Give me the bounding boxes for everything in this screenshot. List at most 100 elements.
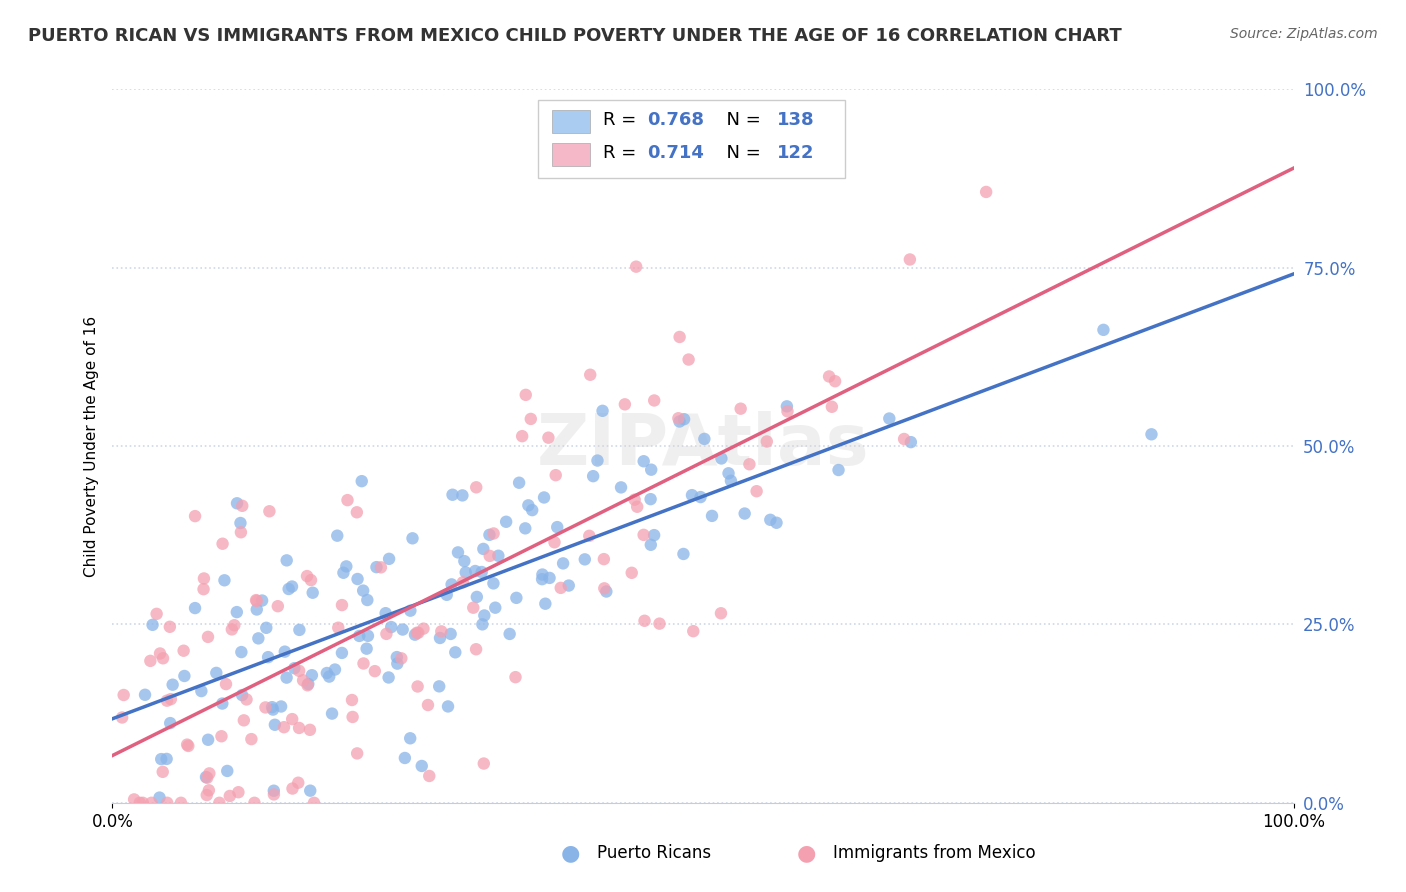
Puerto Ricans [318,670,340,684]
Immigrants from Mexico [648,616,671,631]
Immigrants from Mexico [299,573,322,587]
Puerto Ricans [283,661,305,675]
Puerto Ricans [276,671,298,685]
Immigrants from Mexico [295,569,318,583]
Puerto Ricans [335,559,357,574]
Immigrants from Mexico [328,621,350,635]
Puerto Ricans [246,602,269,616]
Immigrants from Mexico [208,796,231,810]
Puerto Ricans [323,663,346,677]
Puerto Ricans [380,620,402,634]
Puerto Ricans [356,641,378,656]
Immigrants from Mexico [145,607,167,621]
Puerto Ricans [558,578,581,592]
Immigrants from Mexico [364,664,387,678]
Puerto Ricans [332,566,354,580]
Immigrants from Mexico [633,614,655,628]
Immigrants from Mexico [231,499,253,513]
Immigrants from Mexico [193,582,215,597]
Immigrants from Mexico [710,607,733,621]
Puerto Ricans [710,451,733,466]
Immigrants from Mexico [465,642,488,657]
Immigrants from Mexico [215,677,238,691]
Puerto Ricans [681,488,703,502]
Immigrants from Mexico [235,692,257,706]
Puerto Ricans [427,679,450,693]
Immigrants from Mexico [342,710,364,724]
Immigrants from Mexico [281,712,304,726]
Text: 138: 138 [778,111,815,128]
Immigrants from Mexico [228,785,250,799]
Immigrants from Mexico [406,680,429,694]
Puerto Ricans [229,516,252,530]
Puerto Ricans [148,790,170,805]
Puerto Ricans [366,560,388,574]
Puerto Ricans [399,604,422,618]
Immigrants from Mexico [229,525,252,540]
Puerto Ricans [276,553,298,567]
Immigrants from Mexico [633,528,655,542]
Immigrants from Mexico [623,492,645,507]
Immigrants from Mexico [416,698,439,712]
Puerto Ricans [231,645,253,659]
Immigrants from Mexico [389,651,412,665]
Immigrants from Mexico [211,537,233,551]
Puerto Ricans [162,678,184,692]
Puerto Ricans [352,583,374,598]
Immigrants from Mexico [112,688,135,702]
Immigrants from Mexico [668,330,690,344]
Immigrants from Mexico [267,599,290,614]
Immigrants from Mexico [259,504,281,518]
Text: ●: ● [561,843,588,863]
Puerto Ricans [640,538,662,552]
Puerto Ricans [444,645,467,659]
Immigrants from Mexico [245,593,267,607]
Puerto Ricans [673,412,696,426]
Puerto Ricans [486,549,509,563]
Puerto Ricans [517,499,540,513]
Immigrants from Mexico [160,692,183,706]
Immigrants from Mexico [243,796,266,810]
Puerto Ricans [720,474,742,488]
Puerto Ricans [592,404,614,418]
Puerto Ricans [436,588,458,602]
Puerto Ricans [531,567,554,582]
Immigrants from Mexico [550,581,572,595]
Text: Puerto Ricans: Puerto Ricans [596,844,711,862]
Puerto Ricans [465,590,488,604]
Immigrants from Mexico [515,388,537,402]
Immigrants from Mexico [592,552,614,566]
Immigrants from Mexico [755,434,778,449]
Puerto Ricans [505,591,527,605]
Puerto Ricans [574,552,596,566]
Puerto Ricans [297,677,319,691]
Immigrants from Mexico [643,393,665,408]
Puerto Ricans [150,752,173,766]
Immigrants from Mexico [297,678,319,692]
Immigrants from Mexico [218,789,240,803]
Puerto Ricans [357,629,380,643]
Puerto Ricans [263,718,285,732]
Puerto Ricans [205,665,228,680]
Puerto Ricans [759,513,782,527]
Puerto Ricans [453,554,475,568]
Puerto Ricans [478,528,501,542]
Immigrants from Mexico [482,526,505,541]
Immigrants from Mexico [682,624,704,639]
Immigrants from Mexico [288,664,311,678]
Immigrants from Mexico [173,643,195,657]
Immigrants from Mexico [159,620,181,634]
Puerto Ricans [226,496,249,510]
Immigrants from Mexico [626,500,648,514]
Puerto Ricans [159,716,181,731]
Puerto Ricans [231,688,253,702]
Puerto Ricans [437,699,460,714]
Immigrants from Mexico [177,739,200,753]
Immigrants from Mexico [221,623,243,637]
Puerto Ricans [533,491,555,505]
Puerto Ricans [531,572,554,586]
Puerto Ricans [1140,427,1163,442]
Puerto Ricans [440,627,463,641]
Text: Immigrants from Mexico: Immigrants from Mexico [832,844,1036,862]
Text: PUERTO RICAN VS IMMIGRANTS FROM MEXICO CHILD POVERTY UNDER THE AGE OF 16 CORRELA: PUERTO RICAN VS IMMIGRANTS FROM MEXICO C… [28,27,1122,45]
